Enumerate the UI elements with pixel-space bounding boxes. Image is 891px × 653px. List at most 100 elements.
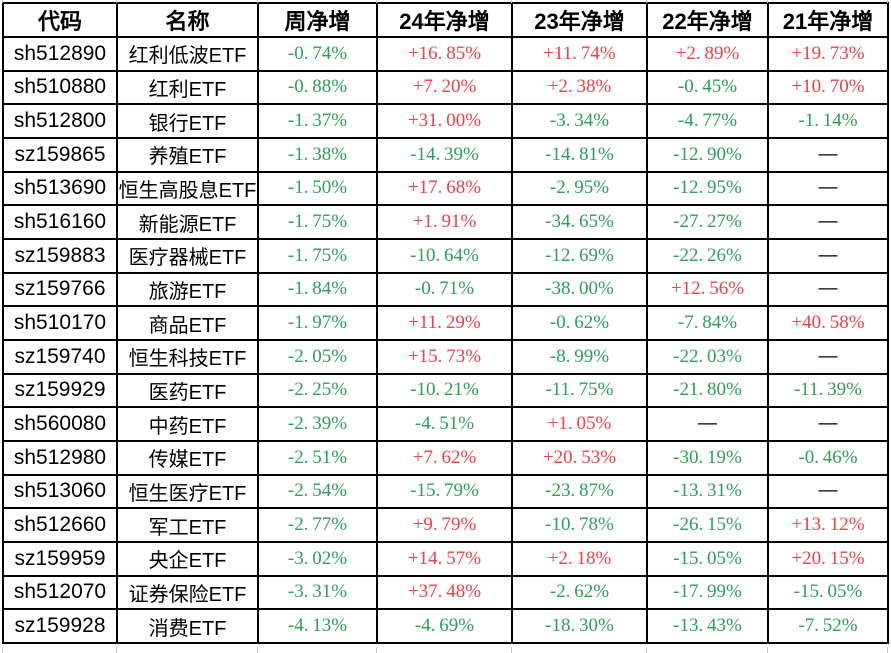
- name-cell: 消费ETF: [116, 608, 259, 644]
- pct-cell: -0. 71%: [376, 271, 513, 308]
- pct-cell: -23. 87%: [511, 473, 648, 510]
- code-cell: sh510170: [2, 305, 118, 341]
- pct-cell: -1. 84%: [257, 271, 378, 308]
- pct-cell: +9. 79%: [376, 507, 513, 543]
- pct-cell: -4. 13%: [257, 608, 378, 644]
- pct-cell: +14. 57%: [376, 540, 513, 577]
- gridline-stub: [116, 647, 117, 653]
- pct-cell: -0. 46%: [767, 439, 889, 476]
- name-cell: 旅游ETF: [116, 271, 259, 308]
- column-header-6: 21年净增: [767, 2, 889, 38]
- pct-cell: +7. 20%: [376, 69, 513, 106]
- gridline-stub: [257, 0, 258, 3]
- etf-performance-table: 代码 名称 周净增 24年净增 23年净增 22年净增 21年净增 sh512890 红利低波…: [2, 2, 889, 644]
- pct-cell: -0. 88%: [257, 69, 378, 106]
- pct-cell: -3. 02%: [257, 540, 378, 577]
- table-row: sh560080 中药ETF -2. 39% -4. 51% +1. 05% — —: [2, 406, 889, 442]
- pct-cell: -12. 95%: [646, 170, 769, 207]
- name-cell: 养殖ETF: [116, 136, 259, 173]
- pct-cell: -27. 27%: [646, 204, 769, 240]
- gridline-stub: [376, 0, 377, 3]
- name-cell: 新能源ETF: [116, 204, 259, 240]
- column-header-2: 周净增: [257, 2, 378, 38]
- gridline-stub: [2, 0, 3, 3]
- pct-cell: -10. 21%: [376, 372, 513, 409]
- pct-cell: -2. 95%: [511, 170, 648, 207]
- column-header-4: 23年净增: [511, 2, 648, 38]
- pct-cell: +37. 48%: [376, 574, 513, 611]
- pct-cell: -12. 69%: [511, 237, 648, 274]
- pct-cell: -15. 05%: [767, 574, 889, 611]
- pct-cell: -7. 52%: [767, 608, 889, 644]
- table-row: sh510880 红利ETF -0. 88% +7. 20% +2. 38% -0. 45…: [2, 69, 889, 106]
- code-cell: sh510880: [2, 69, 118, 106]
- table-row: sh513690 恒生高股息ETF -1. 50% +17. 68% -2. 95% -1…: [2, 170, 889, 207]
- pct-cell: +17. 68%: [376, 170, 513, 207]
- pct-cell: -38. 00%: [511, 271, 648, 308]
- table-row: sz159929 医药ETF -2. 25% -10. 21% -11. 75% -21.…: [2, 372, 889, 409]
- pct-cell: -2. 05%: [257, 338, 378, 375]
- pct-cell: -15. 79%: [376, 473, 513, 510]
- pct-cell: -21. 80%: [646, 372, 769, 409]
- pct-cell: +20. 15%: [767, 540, 889, 577]
- pct-cell: -2. 51%: [257, 439, 378, 476]
- pct-cell: +7. 62%: [376, 439, 513, 476]
- pct-cell: +40. 58%: [767, 305, 889, 341]
- pct-cell: +1. 05%: [511, 406, 648, 442]
- pct-cell: -2. 54%: [257, 473, 378, 510]
- gridline-stub: [511, 0, 512, 3]
- name-cell: 证券保险ETF: [116, 574, 259, 611]
- code-cell: sz159959: [2, 540, 118, 577]
- pct-cell: +11. 74%: [511, 36, 648, 72]
- name-cell: 医药ETF: [116, 372, 259, 409]
- name-cell: 恒生医疗ETF: [116, 473, 259, 510]
- code-cell: sz159928: [2, 608, 118, 644]
- pct-cell: -8. 99%: [511, 338, 648, 375]
- name-cell: 央企ETF: [116, 540, 259, 577]
- table-row: sh510170 商品ETF -1. 97% +11. 29% -0. 62% -7. 8…: [2, 305, 889, 341]
- code-cell: sz159766: [2, 271, 118, 308]
- gridline-stub: [2, 647, 3, 653]
- code-cell: sz159865: [2, 136, 118, 173]
- name-cell: 红利ETF: [116, 69, 259, 106]
- pct-cell: +2. 89%: [646, 36, 769, 72]
- pct-cell: -34. 65%: [511, 204, 648, 240]
- name-cell: 医疗器械ETF: [116, 237, 259, 274]
- pct-cell: -0. 74%: [257, 36, 378, 72]
- pct-cell: —: [767, 170, 889, 207]
- name-cell: 传媒ETF: [116, 439, 259, 476]
- pct-cell: +2. 38%: [511, 69, 648, 106]
- pct-cell: —: [646, 406, 769, 442]
- pct-cell: +20. 53%: [511, 439, 648, 476]
- name-cell: 中药ETF: [116, 406, 259, 442]
- pct-cell: -17. 99%: [646, 574, 769, 611]
- pct-cell: +11. 29%: [376, 305, 513, 341]
- pct-cell: -12. 90%: [646, 136, 769, 173]
- code-cell: sh512890: [2, 36, 118, 72]
- pct-cell: —: [767, 204, 889, 240]
- pct-cell: -14. 39%: [376, 136, 513, 173]
- pct-cell: -18. 30%: [511, 608, 648, 644]
- code-cell: sh516160: [2, 204, 118, 240]
- code-cell: sh560080: [2, 406, 118, 442]
- pct-cell: -30. 19%: [646, 439, 769, 476]
- pct-cell: +19. 73%: [767, 36, 889, 72]
- pct-cell: -1. 50%: [257, 170, 378, 207]
- table-row: sz159959 央企ETF -3. 02% +14. 57% +2. 18% -15. …: [2, 540, 889, 577]
- pct-cell: -22. 26%: [646, 237, 769, 274]
- pct-cell: -1. 14%: [767, 103, 889, 139]
- table-row: sh516160 新能源ETF -1. 75% +1. 91% -34. 65% -27.…: [2, 204, 889, 240]
- pct-cell: -1. 97%: [257, 305, 378, 341]
- code-cell: sz159740: [2, 338, 118, 375]
- pct-cell: +15. 73%: [376, 338, 513, 375]
- pct-cell: -1. 75%: [257, 204, 378, 240]
- table-row: sh512890 红利低波ETF -0. 74% +16. 85% +11. 74% +2…: [2, 36, 889, 72]
- pct-cell: -2. 62%: [511, 574, 648, 611]
- pct-cell: -13. 43%: [646, 608, 769, 644]
- pct-cell: —: [767, 271, 889, 308]
- gridline-stub: [767, 647, 768, 653]
- table-row: sz159928 消费ETF -4. 13% -4. 69% -18. 30% -13. …: [2, 608, 889, 644]
- header-row: 代码 名称 周净增 24年净增 23年净增 22年净增 21年净增: [2, 2, 889, 38]
- pct-cell: -4. 69%: [376, 608, 513, 644]
- table-row: sh512070 证券保险ETF -3. 31% +37. 48% -2. 62% -17…: [2, 574, 889, 611]
